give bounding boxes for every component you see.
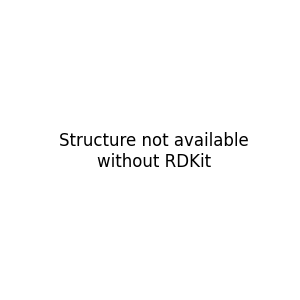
Text: Structure not available
without RDKit: Structure not available without RDKit — [59, 132, 249, 171]
